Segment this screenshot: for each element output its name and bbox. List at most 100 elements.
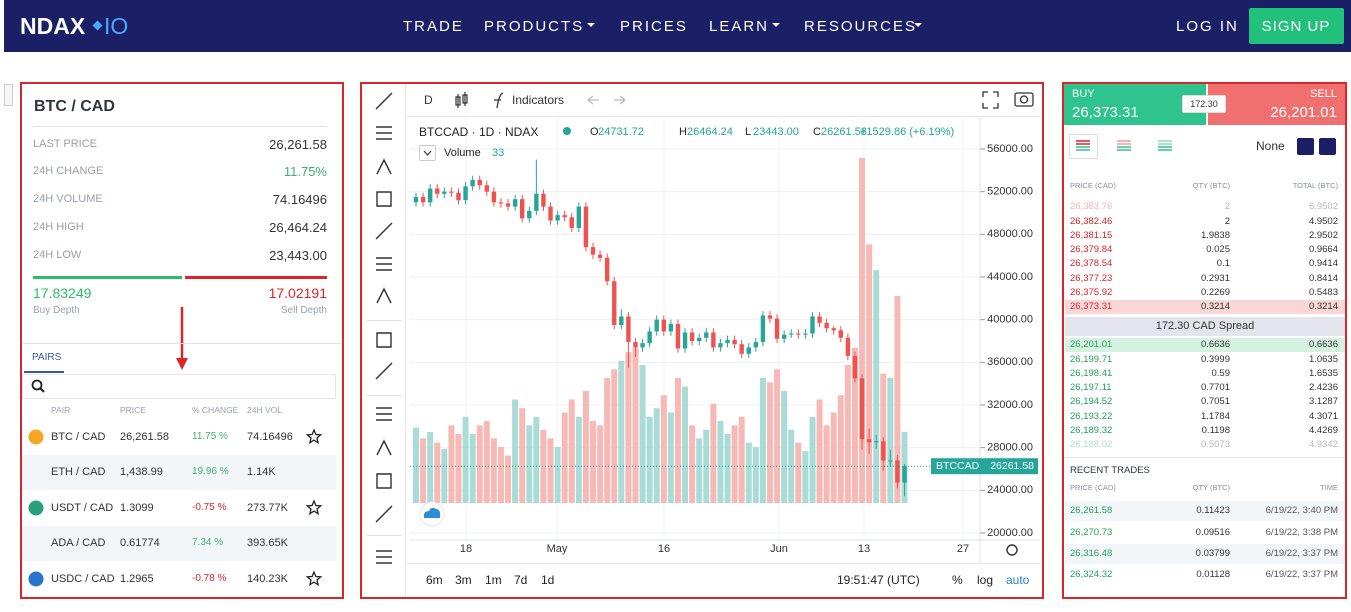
range-button[interactable]: 1d (541, 573, 555, 587)
volume-value: 33 (492, 146, 505, 159)
pair-volume: 393.65K (247, 536, 288, 549)
book-cell: 26,316.48 (1070, 547, 1113, 559)
orderbook-panel (1062, 82, 1347, 599)
pair-title: BTC / CAD (34, 98, 115, 115)
login-link[interactable]: LOG IN (1176, 17, 1239, 35)
book-cell: 26,383.76 (1070, 201, 1113, 213)
book-cell: 1.9838 (1200, 229, 1230, 241)
stat-value: 26,464.24 (269, 219, 327, 235)
sell-header[interactable] (1208, 84, 1345, 125)
interval-button[interactable]: D (424, 93, 433, 107)
divider (22, 343, 342, 344)
column-header: % CHANGE (192, 404, 239, 415)
book-cell: 4.4269 (1308, 425, 1338, 437)
ohlc-value: 23443.00 (753, 125, 799, 138)
stat-value: 11.75% (283, 163, 327, 179)
book-cell: 6/19/22, 3:38 PM (1265, 526, 1338, 538)
book-cell: 26,261.58 (1070, 505, 1113, 517)
pair-row[interactable] (22, 526, 336, 561)
view-toggle[interactable] (1069, 134, 1098, 159)
scale-option[interactable]: auto (1006, 573, 1030, 587)
book-cell: 0.6636 (1308, 339, 1338, 351)
spread-text: 172.30 CAD Spread (1155, 320, 1255, 332)
range-button[interactable]: 6m (426, 573, 443, 587)
collapse-tab[interactable] (4, 84, 13, 106)
pair-name: ADA / CAD (51, 536, 106, 549)
buy-depth-bar (33, 276, 182, 279)
section-title: RECENT TRADES (1070, 465, 1150, 477)
volume-label: Volume (444, 146, 481, 159)
book-cell: 0.1 (1216, 258, 1230, 270)
ohlc-key: C (813, 125, 821, 138)
column-header: PAIR (51, 404, 71, 415)
pairs-tab[interactable]: PAIRS (32, 352, 62, 363)
pair-price: 1.3099 (120, 501, 154, 514)
stat-label: 24H HIGH (33, 220, 84, 233)
buy-depth: 17.83249 (33, 285, 92, 301)
sell-label: SELL (1310, 87, 1337, 100)
book-cell: 26,194.52 (1070, 396, 1113, 408)
pair-change: 11.75 % (192, 431, 228, 442)
pair-price: 26,261.58 (120, 430, 169, 443)
sell-depth-label: Sell Depth (280, 305, 327, 316)
indicators-button[interactable]: Indicators (512, 93, 565, 107)
pair-volume: 140.23K (247, 572, 288, 585)
pair-price: 1,438.99 (120, 465, 163, 478)
buy-depth-label: Buy Depth (33, 305, 80, 316)
sell-depth: 17.02191 (268, 285, 327, 301)
column-header: PRICE (CAD) (1070, 181, 1116, 191)
divider (366, 535, 402, 536)
book-cell: 0.7051 (1200, 396, 1230, 408)
nav-link[interactable]: PRODUCTS (484, 17, 585, 35)
book-cell: 26,198.41 (1070, 367, 1113, 379)
pair-price: 0.61774 (120, 536, 160, 549)
book-cell: 0.1198 (1201, 425, 1230, 437)
nav-link[interactable]: TRADE (403, 17, 464, 35)
increase-button[interactable] (1297, 138, 1314, 155)
ohlc-key: L (745, 125, 752, 138)
pair-change: -0.78 % (192, 573, 227, 584)
scale-option[interactable]: % (952, 573, 963, 587)
book-cell: 2 (1224, 215, 1230, 227)
pair-name: ETH / CAD (51, 465, 106, 478)
book-cell: 0.09516 (1195, 526, 1230, 538)
divider (1064, 457, 1345, 458)
nav-link[interactable]: PRICES (620, 17, 688, 35)
pair-change: -0.75 % (192, 502, 227, 513)
signup-button[interactable] (1249, 8, 1344, 44)
decrease-button[interactable] (1319, 138, 1336, 155)
book-cell: 26,189.32 (1070, 425, 1113, 437)
book-cell: 0.025 (1206, 244, 1230, 256)
book-cell: 4.9342 (1308, 439, 1338, 451)
pair-row[interactable] (22, 455, 336, 490)
book-cell: 0.5483 (1308, 287, 1338, 299)
nav-link[interactable]: LEARN (709, 17, 770, 35)
book-cell: 1.6535 (1308, 367, 1338, 379)
book-cell: 0.8414 (1308, 272, 1338, 284)
scale-option[interactable]: log (977, 573, 994, 587)
book-cell: 0.01128 (1196, 569, 1230, 581)
book-cell: 0.3214 (1308, 301, 1338, 313)
ohlc-value: 26261.58 (821, 125, 867, 138)
range-button[interactable]: 1m (485, 573, 502, 587)
pair-price: 1.2965 (120, 572, 154, 585)
spread-bar (1065, 317, 1345, 336)
sell-price: 26,201.01 (1270, 103, 1337, 121)
nav-link[interactable]: RESOURCES (804, 17, 918, 35)
column-header: PRICE (CAD) (1070, 483, 1116, 493)
chart-symbol: BTCCAD · 1D · NDAX (419, 125, 539, 139)
pair-volume: 1.14K (247, 465, 276, 478)
drawing-toolbar (362, 84, 406, 597)
range-button[interactable]: 3m (455, 573, 472, 587)
volume-toggle[interactable] (419, 145, 436, 161)
column-header: TIME (1320, 483, 1338, 493)
divider (366, 320, 402, 321)
ohlc-value: 26464.24 (687, 125, 733, 138)
book-cell: 2 (1224, 201, 1230, 213)
range-button[interactable]: 7d (514, 573, 528, 587)
book-cell: 26,324.32 (1070, 569, 1113, 581)
search-box[interactable] (22, 374, 336, 399)
ohlc-change: +1529.86 (+6.19%) (860, 125, 955, 138)
book-cell: 26,201.01 (1070, 339, 1113, 351)
book-cell: 26,373.31 (1070, 301, 1113, 313)
